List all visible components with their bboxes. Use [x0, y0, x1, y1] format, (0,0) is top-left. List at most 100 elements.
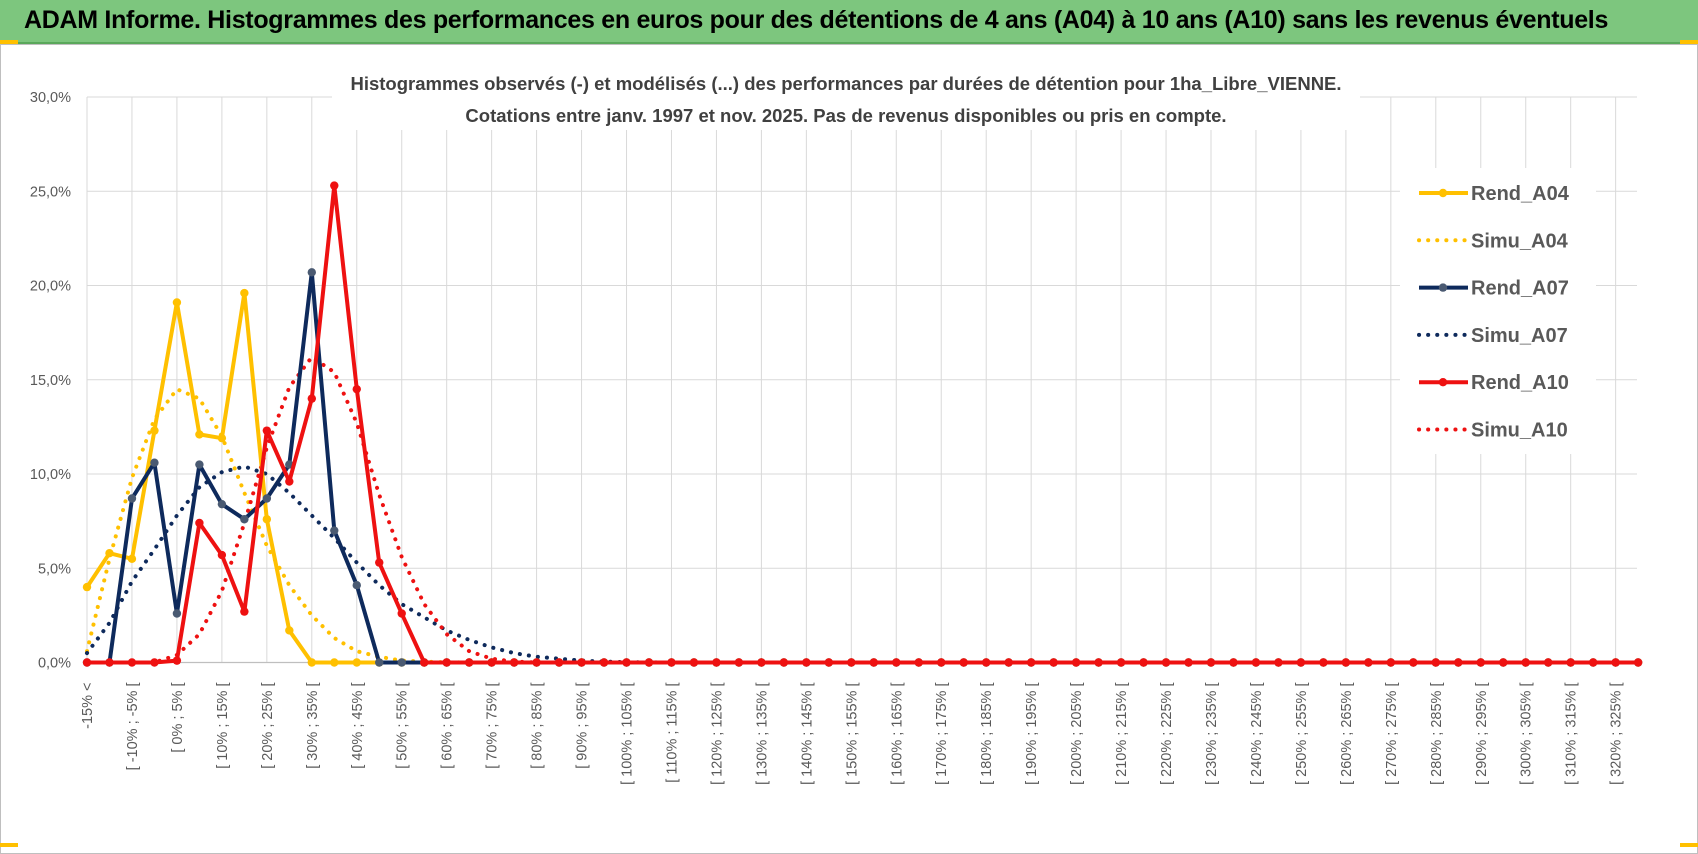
- data-point-rend-a04: [285, 626, 294, 635]
- y-tick-label: 5,0%: [38, 561, 71, 577]
- x-tick-label: [ 310% ; 315% [: [1564, 683, 1580, 785]
- data-point-rend-a10: [1364, 658, 1373, 667]
- data-point-rend-a07: [352, 581, 361, 590]
- data-point-rend-a10: [802, 658, 811, 667]
- x-tick-label: [ 240% ; 245% [: [1249, 683, 1265, 785]
- data-point-rend-a10: [1049, 658, 1058, 667]
- x-tick-label: [ 230% ; 235% [: [1204, 683, 1220, 785]
- data-point-rend-a10: [1611, 658, 1620, 667]
- data-point-rend-a10: [1026, 658, 1036, 667]
- corner-accent-bottom-left: [0, 843, 18, 847]
- data-point-rend-a10: [1004, 658, 1013, 667]
- data-point-rend-a07: [307, 268, 316, 277]
- data-point-rend-a10: [1409, 658, 1418, 667]
- data-point-rend-a10: [150, 658, 159, 667]
- data-point-rend-a10: [1499, 658, 1508, 667]
- data-point-rend-a10: [307, 394, 316, 403]
- report-title: ADAM Informe. Histogrammes des performan…: [24, 6, 1609, 34]
- x-tick-label: [ -10% ; -5% [: [125, 683, 141, 771]
- x-tick-label: [ 250% ; 255% [: [1294, 683, 1310, 785]
- x-tick-label: [ 170% ; 175% [: [934, 683, 950, 785]
- data-point-rend-a04: [150, 426, 159, 435]
- data-point-rend-a10: [982, 658, 991, 667]
- x-tick-label: [ 120% ; 125% [: [709, 683, 725, 785]
- data-point-rend-a10: [285, 477, 294, 486]
- y-tick-label: 0,0%: [38, 656, 71, 672]
- data-point-rend-a10: [959, 658, 968, 667]
- y-tick-label: 30,0%: [30, 90, 71, 106]
- x-tick-label: [ 290% ; 295% [: [1474, 683, 1490, 785]
- x-tick-label: [ 40% ; 45% [: [350, 683, 366, 769]
- data-point-rend-a10: [1566, 658, 1575, 667]
- data-point-rend-a10: [1431, 658, 1441, 667]
- data-point-rend-a10: [712, 658, 721, 667]
- data-point-rend-a10: [1633, 658, 1643, 667]
- data-point-rend-a07: [195, 460, 204, 469]
- data-point-rend-a10: [914, 658, 923, 667]
- data-point-rend-a04: [352, 658, 361, 667]
- data-point-rend-a10: [1296, 658, 1306, 667]
- data-point-rend-a10: [172, 656, 182, 665]
- x-tick-label: [ 280% ; 285% [: [1429, 683, 1445, 785]
- data-point-rend-a10: [577, 658, 586, 667]
- data-point-rend-a07: [330, 526, 339, 535]
- data-point-rend-a10: [1139, 658, 1148, 667]
- data-point-rend-a10: [1476, 658, 1485, 667]
- y-axis: 0,0% 5,0% 10,0% 15,0% 20,0% 25,0% 30,0%: [30, 90, 71, 672]
- data-point-rend-a04: [82, 582, 92, 592]
- x-tick-label: [ 0% ; 5% [: [170, 683, 186, 753]
- data-point-rend-a07: [262, 494, 272, 503]
- data-point-rend-a10: [644, 658, 654, 667]
- data-point-rend-a10: [352, 384, 361, 394]
- x-tick-label: [ 190% ; 195% [: [1024, 683, 1040, 785]
- data-point-rend-a04: [127, 554, 137, 564]
- title-backdrop: [332, 64, 1360, 130]
- x-tick-label: [ 80% ; 85% [: [530, 683, 546, 769]
- x-tick-label: -15% <: [80, 683, 96, 729]
- data-point-rend-a10: [127, 658, 137, 667]
- chart-title-group: Histogrammes observés (-) et modélisés (…: [332, 64, 1360, 130]
- legend-marker-rend-a04: [1438, 188, 1448, 198]
- data-point-rend-a07: [172, 609, 182, 618]
- x-tick-label: [ 60% ; 65% [: [440, 683, 456, 769]
- report-banner: ADAM Informe. Histogrammes des performan…: [0, 0, 1698, 44]
- data-point-rend-a04: [330, 658, 339, 667]
- legend-label-simu-a10: Simu_A10: [1471, 420, 1568, 442]
- data-point-rend-a10: [937, 658, 946, 667]
- data-point-rend-a10: [1319, 658, 1328, 667]
- x-axis: -15% < [ -10% ; -5% [[ 0% ; 5% [[ 10% ; 1…: [80, 683, 1625, 785]
- data-point-rend-a10: [689, 658, 699, 667]
- data-point-rend-a10: [1206, 658, 1216, 667]
- y-tick-label: 20,0%: [30, 279, 71, 295]
- y-tick-label: 15,0%: [30, 373, 71, 389]
- chart-title-line-1: Histogrammes observés (-) et modélisés (…: [350, 73, 1341, 94]
- x-tick-label: [ 160% ; 165% [: [889, 683, 905, 785]
- data-point-rend-a10: [420, 658, 429, 667]
- data-point-rend-a10: [532, 658, 541, 667]
- legend-label-rend-a07: Rend_A07: [1471, 278, 1569, 300]
- data-point-rend-a10: [554, 658, 564, 667]
- data-point-rend-a07: [240, 515, 249, 524]
- data-point-rend-a10: [330, 181, 339, 190]
- x-tick-label: [ 70% ; 75% [: [485, 683, 501, 769]
- data-point-rend-a10: [105, 658, 114, 667]
- data-point-rend-a10: [487, 658, 496, 667]
- data-point-rend-a10: [622, 658, 631, 667]
- data-point-rend-a10: [1071, 658, 1081, 667]
- series-group: [82, 181, 1643, 667]
- x-tick-label: [ 320% ; 325% [: [1609, 683, 1625, 785]
- data-point-rend-a10: [195, 518, 204, 528]
- corner-accent-bottom-right: [1680, 843, 1698, 847]
- x-tick-label: [ 210% ; 215% [: [1114, 683, 1130, 785]
- data-point-rend-a10: [1341, 658, 1351, 667]
- data-point-rend-a10: [82, 658, 92, 667]
- data-point-rend-a10: [757, 658, 766, 667]
- chart-title-line-2: Cotations entre janv. 1997 et nov. 2025.…: [465, 105, 1226, 126]
- data-point-rend-a10: [824, 658, 834, 667]
- x-tick-label: [ 270% ; 275% [: [1384, 683, 1400, 785]
- data-point-rend-a10: [599, 658, 609, 667]
- data-point-rend-a10: [869, 658, 878, 667]
- y-tick-label: 25,0%: [30, 184, 71, 200]
- x-tick-label: [ 300% ; 305% [: [1519, 683, 1535, 785]
- x-tick-label: [ 50% ; 55% [: [395, 683, 411, 769]
